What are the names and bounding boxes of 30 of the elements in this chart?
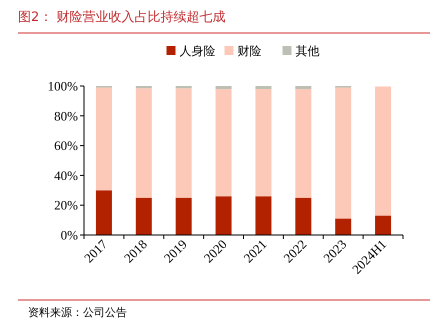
bar xyxy=(255,86,272,89)
bar xyxy=(216,196,232,235)
bar xyxy=(255,88,272,196)
bar xyxy=(136,88,152,198)
bar xyxy=(96,190,112,235)
bar xyxy=(176,88,192,198)
bar xyxy=(335,218,352,235)
legend-label: 财险 xyxy=(238,44,262,58)
bar xyxy=(335,87,352,219)
bar xyxy=(295,198,312,235)
chart-title: 图2： 财险营业收入占比持续超七成 xyxy=(18,10,226,25)
bar xyxy=(375,86,392,216)
bar xyxy=(216,86,232,89)
text: 资料来源：公司公告 xyxy=(28,306,127,319)
bar xyxy=(375,216,392,235)
y-tick-label: 40% xyxy=(54,168,78,183)
bar xyxy=(176,198,192,235)
legend-label: 其他 xyxy=(296,44,320,58)
y-tick-label: 60% xyxy=(54,138,78,154)
bar xyxy=(295,86,312,89)
bar xyxy=(255,196,272,235)
y-tick-label: 100% xyxy=(48,78,78,94)
y-tick-label: 0% xyxy=(60,228,78,242)
y-tick-label: 20% xyxy=(54,198,78,213)
bar xyxy=(295,88,312,198)
bar xyxy=(96,87,112,190)
bar xyxy=(216,88,232,196)
y-tick-label: 80% xyxy=(54,108,78,124)
bar xyxy=(136,198,152,235)
legend-label: 人身险 xyxy=(180,44,216,58)
